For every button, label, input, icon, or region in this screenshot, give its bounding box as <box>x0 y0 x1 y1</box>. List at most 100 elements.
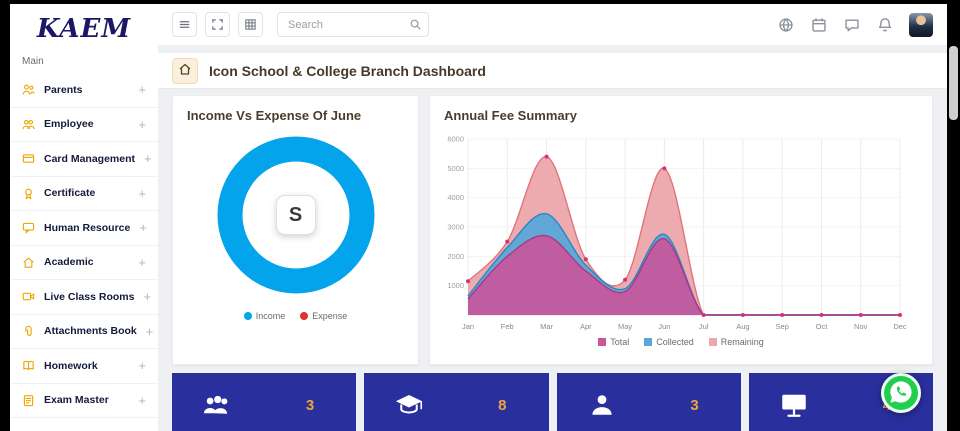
expand-plus-icon[interactable]: + <box>145 323 154 339</box>
legend-label: Collected <box>656 337 694 347</box>
users-icon <box>204 395 228 414</box>
globe-button[interactable] <box>778 17 794 33</box>
page-title: Icon School & College Branch Dashboard <box>209 62 486 79</box>
stat-tile-graduate: 8 <box>364 373 549 431</box>
apps-icon <box>245 19 256 30</box>
svg-text:Jan: Jan <box>462 322 474 331</box>
graduate-icon <box>396 395 423 414</box>
academic-icon <box>23 257 34 268</box>
annual-fee-card: Annual Fee Summary 1000 2000 3000 4000 5000 6… <box>429 95 933 365</box>
fullscreen-button[interactable] <box>205 12 230 37</box>
svg-text:Jul: Jul <box>699 322 709 331</box>
calendar-icon <box>812 17 826 32</box>
chat-icon <box>845 19 859 31</box>
bell-button[interactable] <box>877 17 893 33</box>
center-badge: S <box>275 195 316 235</box>
sidebar-item-card-management[interactable]: Card Management + <box>10 142 158 177</box>
fee-legend: Total Collected Remaining <box>430 337 932 347</box>
expand-plus-icon[interactable]: + <box>138 254 146 270</box>
menu-icon <box>179 21 190 28</box>
expand-plus-icon[interactable]: + <box>144 151 152 167</box>
right-edge <box>947 0 960 431</box>
sidebar-item-live-class-rooms[interactable]: Live Class Rooms + <box>10 280 158 315</box>
legend-swatch <box>598 338 607 346</box>
card-management-icon <box>22 154 35 164</box>
apps-button[interactable] <box>238 12 263 37</box>
svg-text:Aug: Aug <box>736 322 749 331</box>
topbar-left-buttons <box>172 12 263 37</box>
user-avatar[interactable] <box>909 12 933 37</box>
expand-plus-icon[interactable]: + <box>143 289 152 305</box>
screen-icon <box>782 394 806 417</box>
top-edge <box>0 0 960 4</box>
svg-text:3000: 3000 <box>447 223 464 232</box>
expand-plus-icon[interactable]: + <box>138 116 146 132</box>
search-input[interactable] <box>277 12 429 37</box>
legend-swatch <box>708 338 717 346</box>
chat-button[interactable] <box>844 17 860 33</box>
sidebar-item-academic[interactable]: Academic + <box>10 245 158 280</box>
sidebar-item-label: Exam Master <box>44 394 109 407</box>
cards-row: Income Vs Expense Of June S Income Expens… <box>172 95 933 365</box>
stat-tile-person: 3 <box>556 373 741 431</box>
sidebar-item-label: Parents <box>44 83 83 96</box>
stat-tile-users: 3 <box>172 373 357 431</box>
svg-text:Mar: Mar <box>540 322 553 331</box>
legend-label: Remaining <box>720 337 764 347</box>
sidebar-item-label: Human Resource <box>44 221 131 234</box>
sidebar-item-exam-master[interactable]: Exam Master + <box>10 383 158 418</box>
expand-plus-icon[interactable]: + <box>138 82 146 98</box>
scrollbar-thumb[interactable] <box>949 46 958 120</box>
stats-row: 3834 <box>172 373 933 431</box>
svg-text:Dec: Dec <box>893 322 907 331</box>
brand-logo[interactable]: KAEM <box>36 14 132 44</box>
home-icon <box>179 63 191 75</box>
parents-icon <box>22 84 35 95</box>
whatsapp-button[interactable] <box>881 373 921 413</box>
sidebar-item-label: Card Management <box>44 152 136 165</box>
svg-text:May: May <box>618 322 632 331</box>
donut-legend: Income Expense <box>173 311 418 321</box>
center-badge-glyph: S <box>288 203 303 226</box>
topbar <box>158 4 947 45</box>
employee-icon <box>22 119 35 129</box>
whatsapp-icon <box>890 380 912 403</box>
home-button[interactable] <box>172 57 198 84</box>
whatsapp-icon <box>888 379 914 408</box>
topbar-right <box>778 12 933 37</box>
main-area: Icon School & College Branch Dashboard I… <box>158 4 947 431</box>
sidebar-item-homework[interactable]: Homework + <box>10 349 158 384</box>
search-icon[interactable] <box>409 18 422 31</box>
stat-value: 3 <box>305 396 315 414</box>
svg-text:1000: 1000 <box>447 281 464 290</box>
svg-text:4000: 4000 <box>447 193 464 202</box>
sidebar-item-label: Certificate <box>44 187 96 200</box>
legend-dot <box>243 312 252 320</box>
sidebar-item-human-resource[interactable]: Human Resource + <box>10 211 158 246</box>
legend-label: Total <box>610 337 630 347</box>
donut-chart <box>217 136 374 294</box>
sidebar-item-certificate[interactable]: Certificate + <box>10 176 158 211</box>
topbar-right-icons <box>778 17 893 33</box>
sidebar-item-label: Homework <box>44 359 98 372</box>
sidebar-item-parents[interactable]: Parents + <box>10 73 158 108</box>
svg-text:Sep: Sep <box>776 322 789 331</box>
expand-plus-icon[interactable]: + <box>139 220 147 236</box>
bell-icon <box>878 17 892 31</box>
menu-button[interactable] <box>172 12 197 37</box>
human-resource-icon <box>22 223 35 234</box>
expand-plus-icon[interactable]: + <box>138 392 146 408</box>
sidebar-item-attachments-book[interactable]: Attachments Book + <box>10 314 158 349</box>
svg-text:5000: 5000 <box>447 164 464 173</box>
calendar-button[interactable] <box>811 17 827 33</box>
expand-plus-icon[interactable]: + <box>138 185 146 201</box>
sidebar-item-label: Live Class Rooms <box>44 290 135 303</box>
legend-item-expense: Expense <box>300 311 347 321</box>
income-expense-card: Income Vs Expense Of June S Income Expens… <box>172 95 419 365</box>
svg-text:6000: 6000 <box>447 135 464 144</box>
expand-plus-icon[interactable]: + <box>138 358 146 374</box>
sidebar-menu: Parents + Employee + Card Management + Certifi… <box>10 73 158 418</box>
fee-card-title: Annual Fee Summary <box>444 108 577 123</box>
sidebar-item-employee[interactable]: Employee + <box>10 107 158 142</box>
search-icon <box>410 19 421 30</box>
